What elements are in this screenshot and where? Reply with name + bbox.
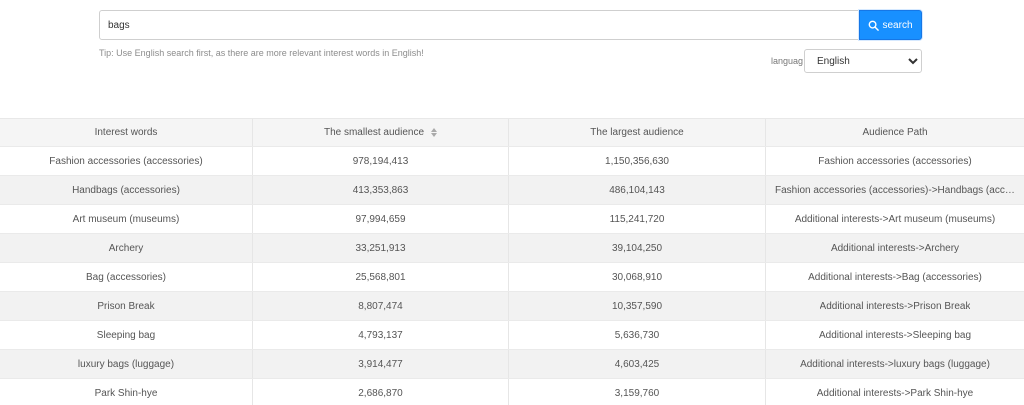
table-row: Archery 33,251,913 39,104,250 Additional… <box>0 234 1024 263</box>
table-row: Handbags (accessories) 413,353,863 486,1… <box>0 176 1024 205</box>
cell-audience-path: Additional interests->Prison Break <box>766 292 1024 320</box>
search-input[interactable] <box>99 10 860 40</box>
table-row: Bag (accessories) 25,568,801 30,068,910 … <box>0 263 1024 292</box>
table-row: Prison Break 8,807,474 10,357,590 Additi… <box>0 292 1024 321</box>
cell-interest-word: Handbags (accessories) <box>0 176 253 204</box>
cell-largest-audience: 115,241,720 <box>509 205 766 233</box>
cell-interest-word: luxury bags (luggage) <box>0 350 253 378</box>
audience-path-text: Additional interests->Bag (accessories) <box>808 271 982 283</box>
table-row: Art museum (museums) 97,994,659 115,241,… <box>0 205 1024 234</box>
header-largest-audience: The largest audience <box>509 119 766 146</box>
cell-smallest-audience: 8,807,474 <box>253 292 509 320</box>
cell-interest-word: Park Shin-hye <box>0 379 253 405</box>
cell-smallest-audience: 978,194,413 <box>253 147 509 175</box>
cell-smallest-audience: 413,353,863 <box>253 176 509 204</box>
language-label: languag <box>771 56 804 66</box>
results-table: Interest words The smallest audience The… <box>0 118 1024 405</box>
cell-largest-audience: 4,603,425 <box>509 350 766 378</box>
cell-audience-path: Fashion accessories (accessories) <box>766 147 1024 175</box>
cell-interest-word: Prison Break <box>0 292 253 320</box>
search-tip: Tip: Use English search first, as there … <box>99 48 424 58</box>
table-row: Fashion accessories (accessories) 978,19… <box>0 147 1024 176</box>
table-row: Sleeping bag 4,793,137 5,636,730 Additio… <box>0 321 1024 350</box>
cell-smallest-audience: 3,914,477 <box>253 350 509 378</box>
cell-smallest-audience: 33,251,913 <box>253 234 509 262</box>
cell-smallest-audience: 97,994,659 <box>253 205 509 233</box>
audience-path-text: Additional interests->Prison Break <box>819 300 971 312</box>
audience-path-text: Fashion accessories (accessories)->Handb… <box>775 184 1015 196</box>
audience-path-text: Additional interests->luxury bags (lugga… <box>800 358 990 370</box>
cell-largest-audience: 39,104,250 <box>509 234 766 262</box>
search-area: search Tip: Use English search first, as… <box>0 0 1024 118</box>
cell-largest-audience: 10,357,590 <box>509 292 766 320</box>
cell-interest-word: Fashion accessories (accessories) <box>0 147 253 175</box>
table-row: Park Shin-hye 2,686,870 3,159,760 Additi… <box>0 379 1024 405</box>
cell-largest-audience: 30,068,910 <box>509 263 766 291</box>
header-audience-path: Audience Path <box>862 127 928 138</box>
cell-audience-path: Additional interests->luxury bags (lugga… <box>766 350 1024 378</box>
cell-audience-path: Additional interests->Archery <box>766 234 1024 262</box>
cell-audience-path: Additional interests->Bag (accessories) <box>766 263 1024 291</box>
audience-path-text: Additional interests->Park Shin-hye <box>816 387 974 399</box>
language-select[interactable]: English <box>804 49 922 73</box>
sort-icon[interactable] <box>431 128 438 137</box>
cell-audience-path: Additional interests->Park Shin-hye <box>766 379 1024 405</box>
cell-interest-word: Sleeping bag <box>0 321 253 349</box>
audience-path-text: Additional interests->Archery <box>830 242 960 254</box>
search-button[interactable]: search <box>859 10 922 40</box>
cell-smallest-audience: 25,568,801 <box>253 263 509 291</box>
cell-audience-path: Additional interests->Sleeping bag <box>766 321 1024 349</box>
header-interest-words: Interest words <box>0 119 253 146</box>
search-icon <box>869 20 880 31</box>
cell-smallest-audience: 4,793,137 <box>253 321 509 349</box>
cell-largest-audience: 1,150,356,630 <box>509 147 766 175</box>
search-button-label: search <box>882 19 913 31</box>
cell-interest-word: Bag (accessories) <box>0 263 253 291</box>
table-row: luxury bags (luggage) 3,914,477 4,603,42… <box>0 350 1024 379</box>
header-smallest-audience[interactable]: The smallest audience <box>253 119 509 146</box>
audience-path-text: Additional interests->Sleeping bag <box>818 329 972 341</box>
cell-largest-audience: 5,636,730 <box>509 321 766 349</box>
cell-audience-path: Fashion accessories (accessories)->Handb… <box>766 176 1024 204</box>
cell-largest-audience: 3,159,760 <box>509 379 766 405</box>
cell-largest-audience: 486,104,143 <box>509 176 766 204</box>
cell-interest-word: Art museum (museums) <box>0 205 253 233</box>
header-smallest-audience-label: The smallest audience <box>323 127 425 138</box>
audience-path-text: Fashion accessories (accessories) <box>818 155 972 167</box>
cell-interest-word: Archery <box>0 234 253 262</box>
cell-audience-path: Additional interests->Art museum (museum… <box>766 205 1024 233</box>
table-header: Interest words The smallest audience The… <box>0 118 1024 147</box>
audience-path-text: Additional interests->Art museum (museum… <box>794 213 996 225</box>
cell-smallest-audience: 2,686,870 <box>253 379 509 405</box>
